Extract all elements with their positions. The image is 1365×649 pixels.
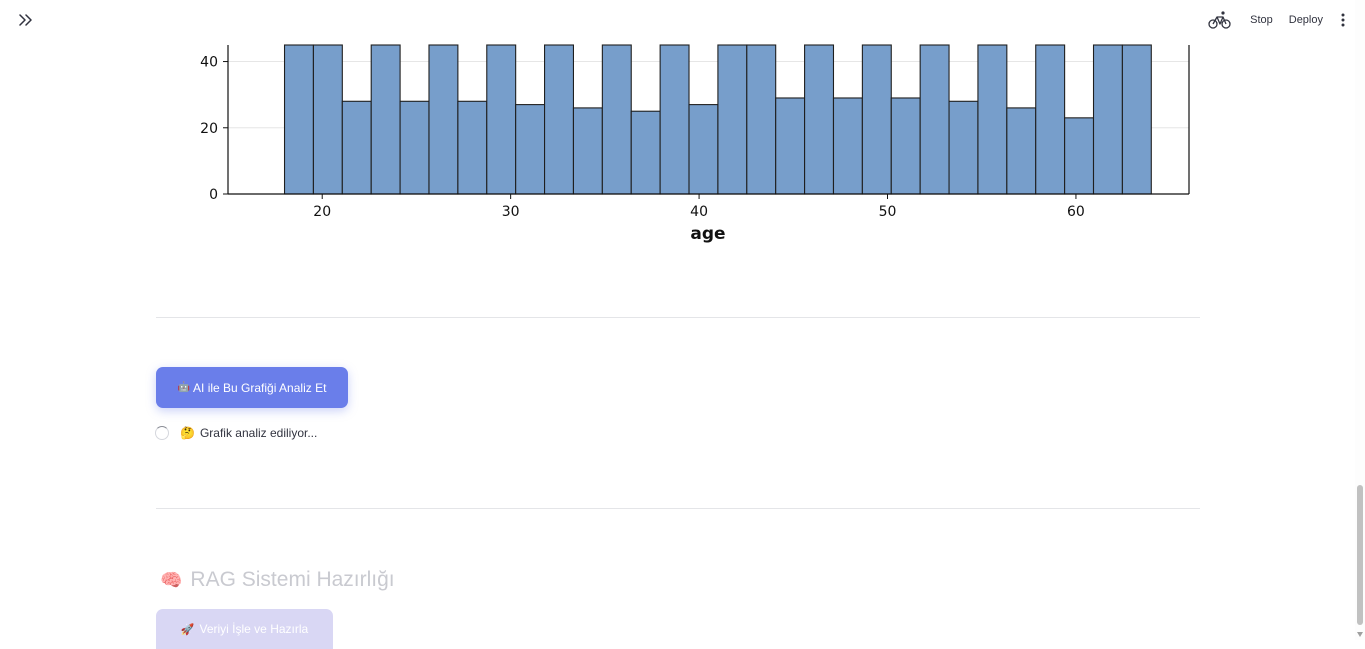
histogram-bar bbox=[544, 44, 575, 195]
histogram-bar bbox=[601, 44, 632, 195]
expand-sidebar-button[interactable] bbox=[14, 9, 38, 31]
divider bbox=[156, 508, 1200, 509]
robot-icon: 🤖 bbox=[177, 382, 191, 393]
y-tick-label: 20 bbox=[200, 121, 218, 137]
running-bicycle-icon bbox=[1208, 9, 1232, 31]
histogram-bar bbox=[428, 44, 459, 195]
histogram-bar bbox=[890, 97, 921, 195]
histogram-bar bbox=[1121, 44, 1152, 195]
status-text: Grafik analiz ediliyor... bbox=[199, 426, 318, 440]
x-axis-label: age bbox=[690, 224, 725, 244]
x-tick-label: 30 bbox=[502, 204, 520, 220]
brain-icon: 🧠 bbox=[160, 569, 183, 590]
histogram-bar bbox=[283, 44, 314, 195]
process-data-label: Veriyi İşle ve Hazırla bbox=[199, 622, 309, 636]
main-menu-button[interactable] bbox=[1335, 10, 1351, 30]
histogram-bar bbox=[457, 100, 488, 195]
y-tick-label: 0 bbox=[209, 187, 218, 203]
x-tick-label: 60 bbox=[1067, 204, 1085, 220]
histogram-bar bbox=[1035, 44, 1066, 195]
x-tick-label: 40 bbox=[690, 204, 708, 220]
stop-button[interactable]: Stop bbox=[1250, 14, 1273, 26]
histogram-bar bbox=[370, 44, 401, 195]
histogram-bar bbox=[486, 44, 517, 195]
rocket-icon: 🚀 bbox=[180, 623, 195, 636]
analyze-chart-label: AI ile Bu Grafiği Analiz Et bbox=[193, 380, 327, 395]
deploy-button[interactable]: Deploy bbox=[1288, 14, 1323, 26]
double-chevron-right-icon bbox=[19, 14, 32, 26]
histogram-bar bbox=[312, 44, 343, 195]
histogram-bar bbox=[1006, 107, 1037, 195]
divider bbox=[156, 317, 1200, 318]
histogram-bar bbox=[717, 44, 748, 195]
histogram-bar bbox=[399, 100, 430, 195]
process-data-button[interactable]: 🚀 Veriyi İşle ve Hazırla bbox=[156, 609, 333, 649]
histogram-bar bbox=[572, 107, 603, 195]
toolbar: Stop Deploy bbox=[1208, 8, 1351, 32]
histogram-bar bbox=[832, 97, 863, 195]
histogram-bar bbox=[1092, 44, 1123, 195]
rag-section-title: 🧠 RAG Sistemi Hazırlığı bbox=[160, 568, 395, 592]
x-tick-label: 20 bbox=[313, 204, 331, 220]
histogram-bar bbox=[775, 97, 806, 195]
histogram-bar bbox=[948, 100, 979, 195]
histogram-bar bbox=[630, 110, 661, 195]
vertical-ellipsis-icon bbox=[1341, 13, 1345, 27]
analysis-status: 🤔 Grafik analiz ediliyor... bbox=[155, 424, 317, 442]
histogram-bar bbox=[341, 100, 372, 195]
thinking-face-icon: 🤔 bbox=[180, 426, 195, 440]
histogram-bar bbox=[977, 44, 1008, 195]
histogram-bar bbox=[688, 104, 719, 195]
y-tick-label: 40 bbox=[200, 55, 218, 71]
histogram-bar bbox=[746, 44, 777, 195]
scrollbar-thumb[interactable] bbox=[1357, 485, 1363, 625]
histogram-bar bbox=[861, 44, 892, 195]
scroll-down-arrow-icon[interactable] bbox=[1357, 632, 1363, 637]
age-histogram: 20 30 40 50 60 0 20 40 age bbox=[150, 0, 1210, 260]
histogram-bar bbox=[659, 44, 690, 195]
rag-section-title-text: RAG Sistemi Hazırlığı bbox=[190, 568, 395, 591]
analyze-chart-button[interactable]: 🤖 AI ile Bu Grafiği Analiz Et bbox=[156, 367, 348, 408]
histogram-bar bbox=[1064, 117, 1095, 195]
loading-spinner-icon bbox=[155, 426, 169, 440]
x-tick-label: 50 bbox=[879, 204, 897, 220]
histogram-bar bbox=[919, 44, 950, 195]
histogram-bar bbox=[804, 44, 835, 195]
page-scrollbar[interactable] bbox=[1355, 0, 1365, 640]
histogram-bar bbox=[515, 104, 546, 195]
